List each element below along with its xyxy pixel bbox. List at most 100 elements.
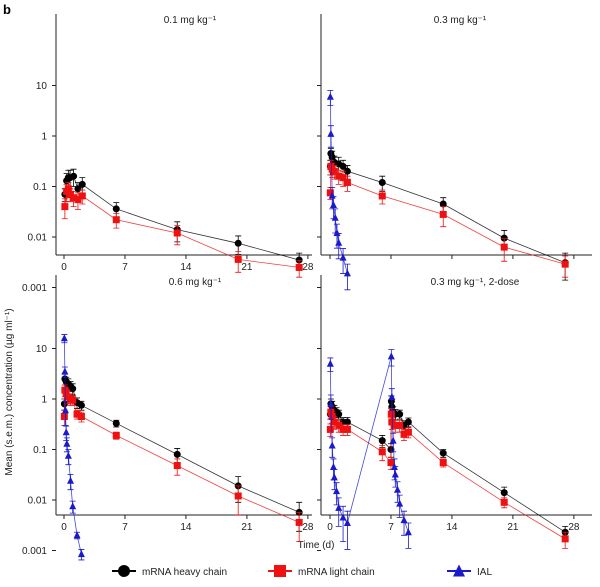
data-point xyxy=(391,470,399,478)
legend-label: mRNA light chain xyxy=(298,567,375,578)
x-tick-label: 7 xyxy=(122,522,128,533)
data-point xyxy=(404,418,412,426)
error-bar xyxy=(327,394,334,420)
data-point xyxy=(500,489,508,497)
data-point xyxy=(335,503,343,511)
x-tick-label: 14 xyxy=(180,262,192,273)
data-point xyxy=(112,205,120,213)
series-mrna-heavy-chain xyxy=(326,395,569,541)
data-point xyxy=(330,167,338,175)
data-point xyxy=(343,167,351,175)
error-bar xyxy=(62,400,69,426)
data-point xyxy=(404,528,412,536)
x-tick-label: 0 xyxy=(327,522,333,533)
series-line xyxy=(63,378,300,513)
data-point xyxy=(69,396,77,404)
data-point xyxy=(439,449,447,457)
error-bar xyxy=(335,497,342,527)
triangle-marker-icon xyxy=(453,564,465,577)
data-point xyxy=(61,406,69,414)
x-tick-label: 21 xyxy=(241,522,253,533)
data-point xyxy=(173,229,181,237)
data-point xyxy=(173,450,181,458)
data-point xyxy=(396,421,404,429)
data-point xyxy=(500,498,508,506)
data-point xyxy=(60,413,68,421)
legend-item: mRNA light chain xyxy=(268,565,375,578)
x-tick-label: 28 xyxy=(302,262,314,273)
error-bar xyxy=(344,263,351,291)
data-point xyxy=(73,410,81,418)
data-point xyxy=(500,234,508,242)
data-point xyxy=(396,499,404,507)
data-point xyxy=(561,260,569,268)
series-ial xyxy=(60,334,85,561)
y-tick-label: 0.001 xyxy=(22,546,47,557)
x-tick-label: 0 xyxy=(61,522,67,533)
data-point xyxy=(378,179,386,187)
data-point xyxy=(387,459,395,467)
panel-title: 0.3 mg kg⁻¹ xyxy=(434,15,487,26)
data-point xyxy=(387,410,395,418)
data-point xyxy=(329,463,337,471)
data-point xyxy=(73,531,81,539)
data-point xyxy=(339,513,347,521)
data-point xyxy=(327,399,335,407)
x-tick-label: 14 xyxy=(446,522,458,533)
data-point xyxy=(388,392,396,400)
data-point xyxy=(77,413,85,421)
data-point xyxy=(67,476,75,484)
data-point xyxy=(295,263,303,271)
data-point xyxy=(329,201,337,209)
data-point xyxy=(330,473,338,481)
data-point xyxy=(400,516,408,524)
data-point xyxy=(60,334,68,342)
data-point xyxy=(69,385,77,393)
data-point xyxy=(326,359,334,367)
series-line xyxy=(329,401,566,533)
data-point xyxy=(234,492,242,500)
series-line xyxy=(64,187,300,268)
data-point xyxy=(77,401,85,409)
series-line xyxy=(329,411,566,540)
error-bar xyxy=(235,485,242,516)
data-point xyxy=(69,502,77,510)
series-mrna-light-chain xyxy=(326,159,569,278)
x-tick-label: 21 xyxy=(507,522,519,533)
data-point xyxy=(333,229,341,237)
panel-title: 0.1 mg kg⁻¹ xyxy=(164,15,217,26)
error-bar xyxy=(296,511,303,543)
data-point xyxy=(326,189,334,197)
panel-label: b xyxy=(3,2,11,17)
y-tick-label: 0.1 xyxy=(33,445,47,456)
legend-label: mRNA heavy chain xyxy=(142,567,227,578)
panel-title: 0.3 mg kg⁻¹, 2-dose xyxy=(431,277,520,288)
y-tick-label: 10 xyxy=(36,344,48,355)
legend-item: mRNA heavy chain xyxy=(112,565,227,578)
panel-2: 0.3 mg kg⁻¹ xyxy=(317,14,592,291)
y-tick-label: 1 xyxy=(41,132,47,143)
data-point xyxy=(173,462,181,470)
data-point xyxy=(61,203,69,211)
data-point xyxy=(74,196,82,204)
series-ial xyxy=(326,89,351,291)
data-point xyxy=(378,192,386,200)
data-point xyxy=(64,451,72,459)
data-point xyxy=(400,430,408,438)
legend: mRNA heavy chain mRNA light chain IAL xyxy=(112,564,492,578)
series-mrna-light-chain xyxy=(60,384,303,543)
circle-marker-icon xyxy=(118,565,130,577)
data-point xyxy=(343,179,351,187)
data-point xyxy=(295,256,303,264)
series-line xyxy=(64,175,300,261)
panel-1: 0.1 mg kg⁻¹ 0.001 0.01 0.1 1 10 0 7 14 21 28 xyxy=(22,14,314,294)
data-point xyxy=(439,459,447,467)
data-point xyxy=(396,410,404,418)
data-point xyxy=(331,213,339,221)
data-point xyxy=(78,192,86,200)
data-point xyxy=(500,243,508,251)
data-point xyxy=(339,253,347,261)
data-point xyxy=(234,239,242,247)
